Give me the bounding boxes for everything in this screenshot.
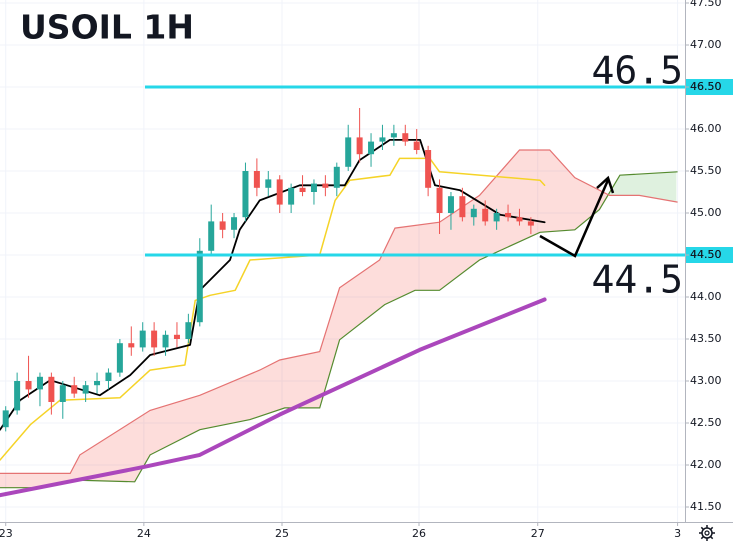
y-tick-label: 42.50 (690, 416, 722, 429)
candle-body (162, 334, 169, 348)
cloud-span-b (0, 149, 678, 474)
candles-layer (2, 108, 534, 432)
candle-body (345, 137, 352, 167)
candle-body (413, 141, 420, 150)
candle-body (71, 385, 78, 394)
levels-layer: 46.50 46.5 44.50 44.5 (144, 49, 733, 302)
cloud-fill (0, 150, 608, 488)
y-tick-label: 44.50 (690, 248, 722, 261)
candle-body (516, 217, 523, 222)
candle-body (425, 150, 432, 188)
y-tick-label: 46.00 (690, 122, 722, 135)
candle-body (231, 217, 238, 230)
x-tick-label: 27 (531, 527, 545, 540)
candle-body (505, 213, 512, 218)
indicator-line (0, 297, 547, 498)
candle-body (265, 179, 272, 188)
candle-body (116, 343, 123, 373)
cloud-span-a (0, 171, 678, 489)
candle-body (368, 141, 375, 155)
candle-body (94, 381, 101, 386)
indicator-line (0, 139, 546, 431)
candle-body (139, 330, 146, 348)
candle-body (14, 381, 21, 411)
candle-body (128, 343, 135, 348)
x-tick-label: 24 (137, 527, 151, 540)
candle-body (379, 137, 386, 142)
candle-body (25, 381, 32, 390)
y-tick-label: 47.00 (690, 38, 722, 51)
candle-body (82, 385, 89, 394)
candle-body (208, 221, 215, 251)
candle-body (402, 133, 409, 142)
candle-body (390, 133, 397, 138)
level-annotation: 46.5 (591, 49, 683, 93)
candle-body (459, 196, 466, 218)
candle-body (36, 376, 43, 390)
level-annotation: 44.5 (591, 258, 683, 302)
arrow-head (596, 175, 615, 194)
candle-body (173, 334, 180, 339)
cloud-layer (0, 149, 678, 489)
candle-body (322, 183, 329, 188)
candle-body (105, 372, 112, 381)
projection-arrow (539, 179, 610, 258)
y-tick-label: 46.50 (690, 80, 722, 93)
candle-body (299, 187, 306, 192)
candle-body (276, 179, 283, 205)
y-tick-label: 44.00 (690, 290, 722, 303)
candle-body (151, 330, 158, 348)
candle-body (493, 213, 500, 222)
level-axis-badge (686, 247, 733, 263)
x-tick-label: 26 (412, 527, 426, 540)
x-tick-label: 25 (275, 527, 289, 540)
candle-body (527, 221, 534, 226)
candle-body (356, 137, 363, 155)
y-tick-label: 43.00 (690, 374, 722, 387)
cloud-fill (607, 171, 677, 202)
level-axis-label: 46.50 (690, 80, 722, 93)
candle-body (447, 196, 454, 213)
candle-body (59, 385, 66, 402)
candle-body (253, 171, 260, 188)
chart-title: USOIL 1H (20, 8, 194, 47)
x-tick-label: 3 (674, 527, 681, 540)
y-tick-label: 41.50 (690, 500, 722, 513)
x-tick-label: 23 (0, 527, 13, 540)
level-axis-badge (686, 79, 733, 95)
candle-body (436, 187, 443, 213)
candle-body (2, 410, 9, 428)
y-tick-label: 47.50 (690, 0, 722, 9)
y-tick-label: 43.50 (690, 332, 722, 345)
candle-body (196, 250, 203, 323)
candle-body (310, 183, 317, 192)
level-axis-label: 44.50 (690, 248, 722, 261)
candle-body (470, 208, 477, 218)
settings-icon[interactable] (699, 525, 715, 541)
y-tick-label: 42.00 (690, 458, 722, 471)
candle-body (482, 208, 489, 222)
candle-body (48, 376, 55, 402)
y-tick-label: 45.50 (690, 164, 722, 177)
candle-body (242, 171, 249, 218)
candle-body (219, 221, 226, 230)
y-tick-label: 45.00 (690, 206, 722, 219)
candle-body (333, 166, 340, 188)
grid-layer (0, 0, 685, 522)
candle-body (185, 322, 192, 339)
candle-body (288, 187, 295, 205)
